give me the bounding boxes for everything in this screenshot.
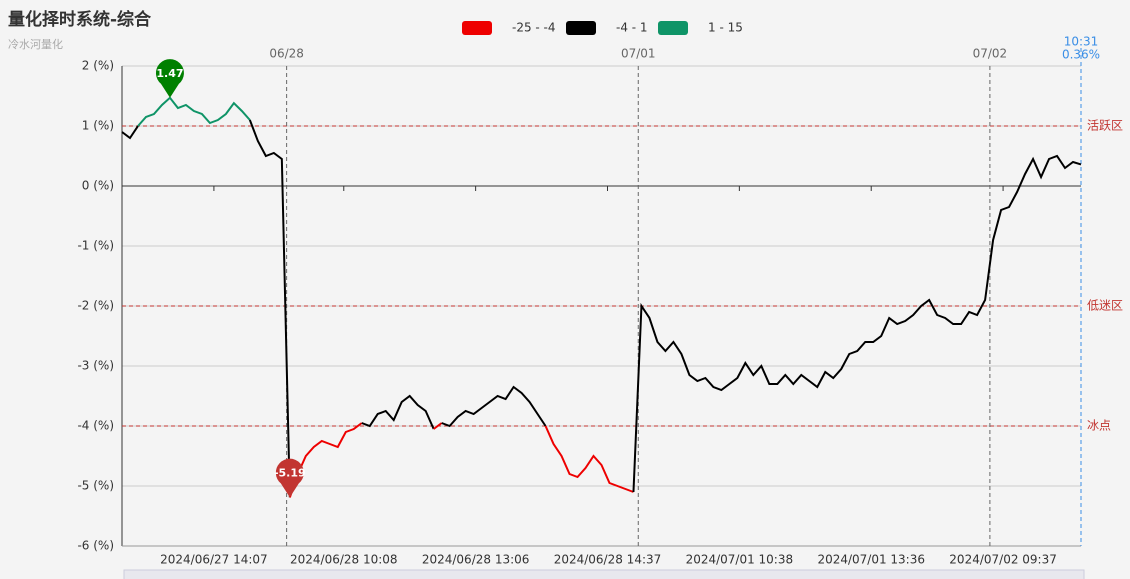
chart-subtitle: 冷水河量化	[8, 37, 63, 51]
max-pin	[155, 59, 184, 98]
legend-swatch	[462, 21, 492, 35]
mark-line-label: 低迷区	[1087, 299, 1123, 313]
max-pin-label: 1.47	[156, 67, 183, 80]
y-tick-label: 2 (%)	[82, 59, 114, 73]
series-line	[441, 385, 547, 428]
x-tick-label: 2024/06/28 14:37	[554, 553, 662, 567]
mark-line-label: 冰点	[1087, 419, 1111, 433]
series-line	[121, 125, 139, 140]
x-tick-label: 2024/07/02 09:37	[949, 553, 1057, 567]
date-line-label: 07/01	[621, 47, 656, 61]
y-tick-label: 0 (%)	[82, 179, 114, 193]
latest-time: 10:31	[1064, 35, 1099, 49]
y-tick-label: -3 (%)	[77, 359, 114, 373]
x-tick-label: 2024/07/01 13:36	[817, 553, 925, 567]
series-line	[248, 119, 291, 498]
legend-label: -4 - 1	[616, 21, 648, 35]
zoom-slider[interactable]	[123, 569, 1085, 579]
legend-label: -25 - -4	[512, 21, 556, 35]
y-tick-label: -1 (%)	[77, 239, 114, 253]
series-line	[544, 425, 634, 493]
date-line-label: 06/28	[269, 47, 304, 61]
y-tick-label: 1 (%)	[82, 119, 114, 133]
series-line	[632, 154, 1082, 493]
legend-swatch	[566, 21, 596, 35]
x-tick-label: 2024/06/28 13:06	[422, 553, 530, 567]
series-line	[137, 96, 251, 127]
y-tick-label: -2 (%)	[77, 299, 114, 313]
date-line-label: 07/02	[973, 47, 1008, 61]
x-tick-label: 2024/06/28 10:08	[290, 553, 398, 567]
latest-value: 0.36%	[1062, 48, 1100, 62]
y-tick-label: -6 (%)	[77, 539, 114, 553]
legend-label: 1 - 15	[708, 21, 743, 35]
series-line	[433, 422, 443, 430]
x-tick-label: 2024/06/27 14:07	[160, 553, 268, 567]
y-tick-label: -4 (%)	[77, 419, 114, 433]
series-line	[361, 394, 435, 430]
y-tick-label: -5 (%)	[77, 479, 114, 493]
legend-swatch	[658, 21, 688, 35]
min-pin-label: -5.19	[274, 466, 306, 479]
series-line	[288, 422, 363, 498]
mark-line-label: 活跃区	[1087, 119, 1123, 133]
chart-title: 量化择时系统-综合	[8, 9, 152, 30]
x-tick-label: 2024/07/01 10:38	[686, 553, 794, 567]
min-pin	[275, 458, 304, 498]
